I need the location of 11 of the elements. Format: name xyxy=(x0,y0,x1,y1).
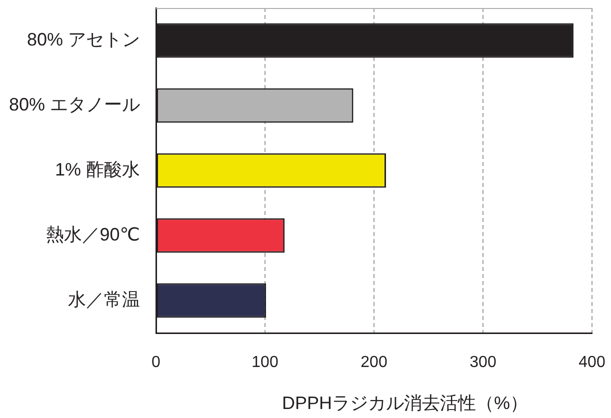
x-axis-title: DPPHラジカル消去活性（%） xyxy=(282,392,528,413)
y-tick-label: 1% 酢酸水 xyxy=(54,159,140,180)
x-tick-label: 300 xyxy=(470,354,496,372)
y-tick-label: 水／常温 xyxy=(68,289,140,310)
y-tick-label: 80% アセトン xyxy=(26,29,140,50)
x-tick-label: 200 xyxy=(360,354,388,372)
x-tick-label: 0 xyxy=(152,354,161,372)
y-tick-label: 熱水／90℃ xyxy=(46,224,140,244)
x-tick-label: 400 xyxy=(578,354,606,372)
y-tick-label: 80% エタノール xyxy=(8,94,140,114)
x-tick-label: 100 xyxy=(252,354,278,372)
